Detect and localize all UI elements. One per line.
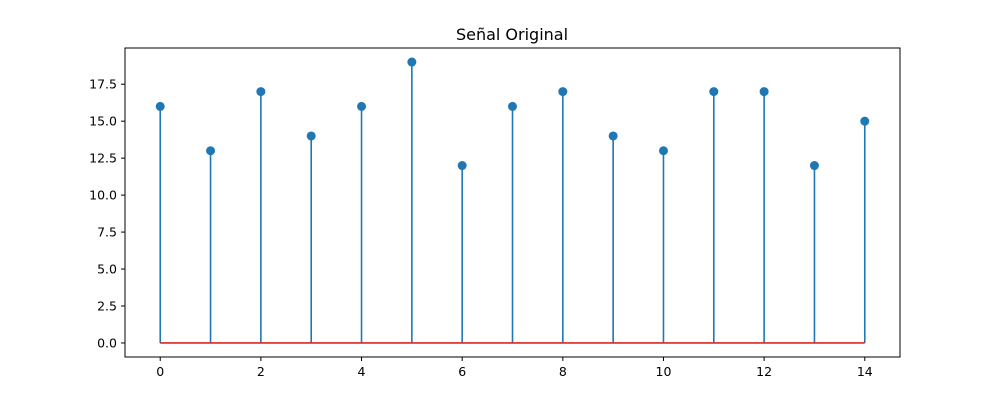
y-tick-label: 0.0 bbox=[97, 335, 117, 350]
stems-layer bbox=[159, 62, 866, 343]
stem-marker bbox=[357, 101, 367, 111]
stem-marker bbox=[206, 146, 216, 156]
stem-marker bbox=[306, 131, 316, 141]
y-tick-label: 5.0 bbox=[97, 262, 117, 277]
y-tick-label: 2.5 bbox=[97, 298, 117, 313]
stem-marker bbox=[558, 87, 568, 97]
stem-marker bbox=[809, 161, 819, 171]
axes-frame bbox=[124, 47, 901, 358]
stem-marker bbox=[155, 101, 165, 111]
x-tick-label: 2 bbox=[257, 364, 265, 379]
chart-title: Señal Original bbox=[456, 25, 568, 44]
y-tick-label: 17.5 bbox=[89, 77, 117, 92]
stem-marker bbox=[759, 87, 769, 97]
y-tick-label: 15.0 bbox=[89, 114, 117, 129]
x-tick-label: 8 bbox=[559, 364, 567, 379]
stem-marker bbox=[256, 87, 266, 97]
stem-marker bbox=[407, 57, 417, 67]
y-tick-label: 7.5 bbox=[97, 225, 117, 240]
y-tick-label: 10.0 bbox=[89, 188, 117, 203]
markers-layer bbox=[155, 57, 870, 171]
x-axis: 0 2 4 6 8 10 12 14 bbox=[156, 357, 873, 379]
stem-marker bbox=[508, 101, 517, 111]
stem-marker bbox=[658, 146, 668, 156]
y-axis: 0.0 2.5 5.0 7.5 10.0 12.5 15.0 17.5 bbox=[89, 77, 125, 350]
x-tick-label: 0 bbox=[156, 364, 164, 379]
stem-marker bbox=[457, 161, 467, 171]
x-tick-label: 6 bbox=[458, 364, 466, 379]
x-tick-label: 10 bbox=[656, 364, 672, 379]
x-tick-label: 4 bbox=[358, 364, 366, 379]
y-tick-label: 12.5 bbox=[89, 151, 117, 166]
stem-marker bbox=[709, 87, 719, 97]
x-tick-label: 14 bbox=[857, 364, 873, 379]
stem-marker bbox=[608, 131, 618, 141]
x-tick-label: 12 bbox=[756, 364, 772, 379]
stem-marker bbox=[860, 116, 870, 126]
